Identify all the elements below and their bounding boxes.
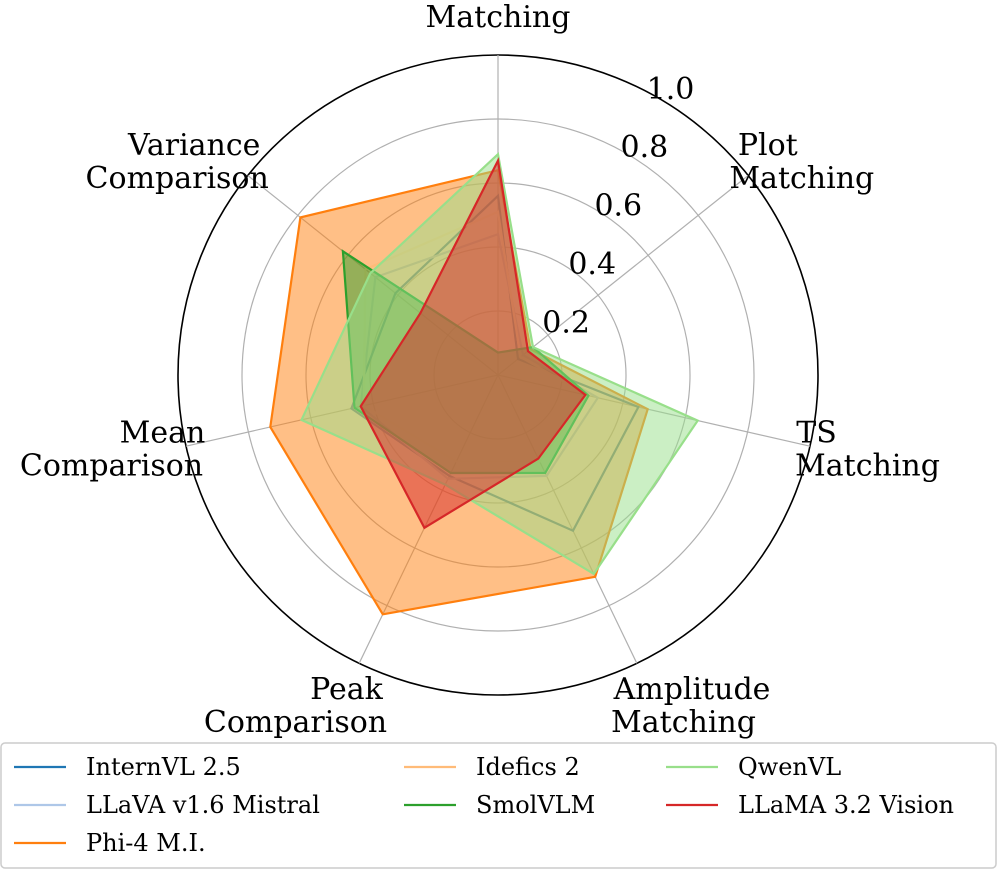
series-line bbox=[359, 157, 587, 530]
legend-frame bbox=[0, 742, 997, 869]
radial-tick-labels: 0.2 0.4 0.6 0.8 1.0 bbox=[542, 72, 694, 341]
legend-entry: LLaVA v1.6 Mistral bbox=[14, 791, 320, 819]
legend-entry: InternVL 2.5 bbox=[14, 753, 241, 781]
legend-entry: QwenVL bbox=[666, 753, 841, 781]
legend-label: InternVL 2.5 bbox=[86, 753, 241, 781]
axis-label: TS Matching bbox=[795, 415, 940, 483]
legend: InternVL 2.5 LLaVA v1.6 Mistral Phi-4 M.I.… bbox=[0, 742, 997, 869]
axis-label: Amplitude Matching bbox=[611, 672, 770, 740]
axis-label: Plot Matching bbox=[729, 128, 874, 196]
legend-entry: SmolVLM bbox=[404, 791, 595, 819]
axis-label: CaptionMatching bbox=[426, 0, 571, 35]
legend-entry: LLaMA 3.2 Vision bbox=[666, 791, 954, 819]
series-line bbox=[300, 152, 700, 576]
axis-label: Mean Comparison bbox=[20, 415, 205, 483]
radial-tick-label: 0.2 bbox=[542, 306, 590, 341]
legend-label: LLaVA v1.6 Mistral bbox=[86, 791, 320, 819]
series-llama-3-2-vision bbox=[359, 157, 587, 530]
radar-spoke bbox=[497, 175, 749, 376]
radar-series bbox=[269, 152, 700, 616]
legend-label: SmolVLM bbox=[476, 791, 595, 819]
radial-tick-label: 0.8 bbox=[621, 130, 669, 165]
axis-label: Peak Comparison bbox=[204, 672, 387, 740]
legend-label: LLaMA 3.2 Vision bbox=[738, 791, 954, 819]
legend-label: Idefics 2 bbox=[476, 753, 580, 781]
series-area bbox=[360, 160, 586, 528]
radial-tick-label: 1.0 bbox=[647, 72, 695, 107]
legend-entry: Idefics 2 bbox=[404, 753, 580, 781]
legend-label: Phi-4 M.I. bbox=[86, 829, 206, 857]
axis-label: Variance Comparison bbox=[86, 128, 269, 196]
radial-tick-label: 0.6 bbox=[594, 189, 642, 224]
legend-label: QwenVL bbox=[738, 753, 841, 781]
legend-entry: Phi-4 M.I. bbox=[14, 829, 206, 857]
radial-tick-label: 0.4 bbox=[568, 247, 616, 282]
